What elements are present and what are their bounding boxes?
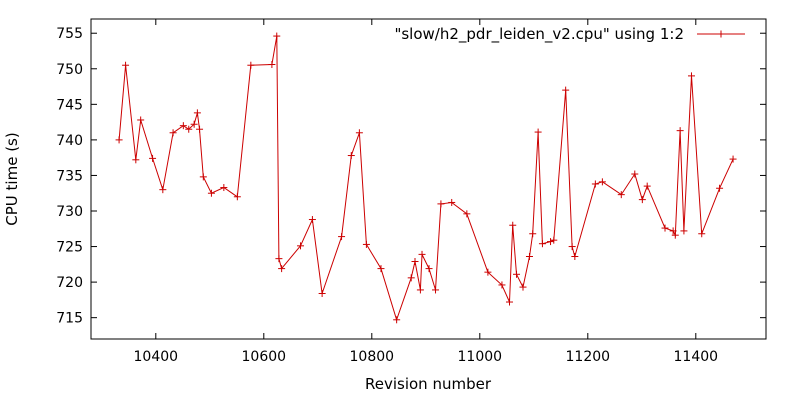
data-point [418, 250, 426, 258]
y-tick-label: 720 [56, 275, 83, 291]
data-point [698, 230, 706, 238]
data-point [687, 72, 695, 80]
data-point [669, 227, 677, 235]
data-point [716, 184, 724, 192]
x-tick-label: 11200 [566, 349, 611, 365]
data-point [519, 283, 527, 291]
data-point [393, 316, 401, 324]
data-point [149, 154, 157, 162]
y-tick-label: 740 [56, 133, 83, 149]
data-point [562, 86, 570, 94]
y-tick-label: 750 [56, 62, 83, 78]
x-axis-label: Revision number [365, 375, 492, 393]
data-point [448, 198, 456, 206]
data-point [137, 116, 145, 124]
plot-frame [90, 18, 767, 340]
data-point [437, 200, 445, 208]
data-point [676, 127, 684, 135]
data-point [498, 281, 506, 289]
x-tick-label: 10600 [242, 349, 287, 365]
data-point [631, 170, 639, 178]
y-axis-label: CPU time (s) [3, 132, 21, 225]
data-point [132, 156, 140, 164]
data-point [377, 265, 385, 273]
data-point [278, 265, 286, 273]
data-point [338, 233, 346, 241]
y-tick-label: 745 [56, 97, 83, 113]
series-points [115, 32, 737, 324]
y-tick-label: 755 [56, 26, 83, 42]
data-point [525, 253, 533, 261]
data-point [220, 184, 228, 192]
data-point [506, 298, 513, 306]
data-point [207, 189, 215, 197]
data-point [193, 109, 201, 117]
data-point [484, 268, 492, 276]
data-point [355, 129, 363, 137]
data-point [169, 129, 177, 137]
legend-label: "slow/h2_pdr_leiden_v2.cpu" using 1:2 [394, 25, 684, 44]
legend-marker [717, 30, 725, 38]
y-tick-label: 725 [56, 240, 83, 256]
data-point [199, 173, 207, 181]
data-point [547, 238, 555, 246]
series-line [118, 36, 734, 322]
data-point [550, 236, 558, 244]
data-point [432, 286, 440, 294]
data-point [598, 178, 606, 186]
x-tick-label: 11000 [458, 349, 503, 365]
data-point [275, 255, 283, 263]
legend-marker-plus [717, 30, 725, 38]
data-point [571, 253, 579, 261]
data-point [534, 128, 542, 136]
data-point [233, 193, 241, 201]
data-point [159, 186, 167, 194]
data-point [416, 286, 424, 294]
data-point [463, 210, 471, 218]
data-point [196, 125, 204, 133]
data-point [509, 221, 517, 229]
data-point [407, 274, 415, 282]
y-tick-label: 735 [56, 168, 83, 184]
data-point [680, 227, 688, 235]
data-point [671, 231, 679, 239]
y-tick-label: 730 [56, 204, 83, 220]
data-point [425, 265, 433, 273]
data-point [122, 61, 130, 69]
data-point [268, 61, 276, 69]
data-point [190, 120, 198, 128]
data-point [661, 224, 669, 232]
x-tick-label: 10400 [134, 349, 179, 365]
data-point [362, 240, 370, 248]
data-point [617, 191, 625, 199]
data-point [591, 180, 599, 188]
data-point [273, 32, 281, 40]
data-point [308, 216, 316, 224]
data-point [729, 155, 737, 163]
data-point [513, 270, 521, 278]
data-point [318, 289, 326, 297]
data-point [529, 230, 537, 238]
x-axis: 10400 10600 10800 11000 11200 11400 [134, 19, 719, 365]
y-tick-label: 715 [56, 311, 83, 327]
data-point [568, 243, 576, 251]
x-tick-label: 10800 [350, 349, 395, 365]
y-axis: 715 720 725 730 735 740 745 750 755 [56, 26, 766, 327]
data-point [297, 242, 305, 250]
data-point [538, 240, 546, 248]
data-point [179, 122, 187, 130]
data-point [643, 182, 651, 190]
data-point [115, 136, 123, 144]
data-point [347, 152, 355, 160]
x-tick-label: 11400 [674, 349, 719, 365]
legend: "slow/h2_pdr_leiden_v2.cpu" using 1:2 [394, 25, 745, 44]
data-point [411, 257, 419, 265]
data-point [638, 196, 646, 204]
data-point [185, 125, 193, 133]
data-point [247, 61, 255, 69]
